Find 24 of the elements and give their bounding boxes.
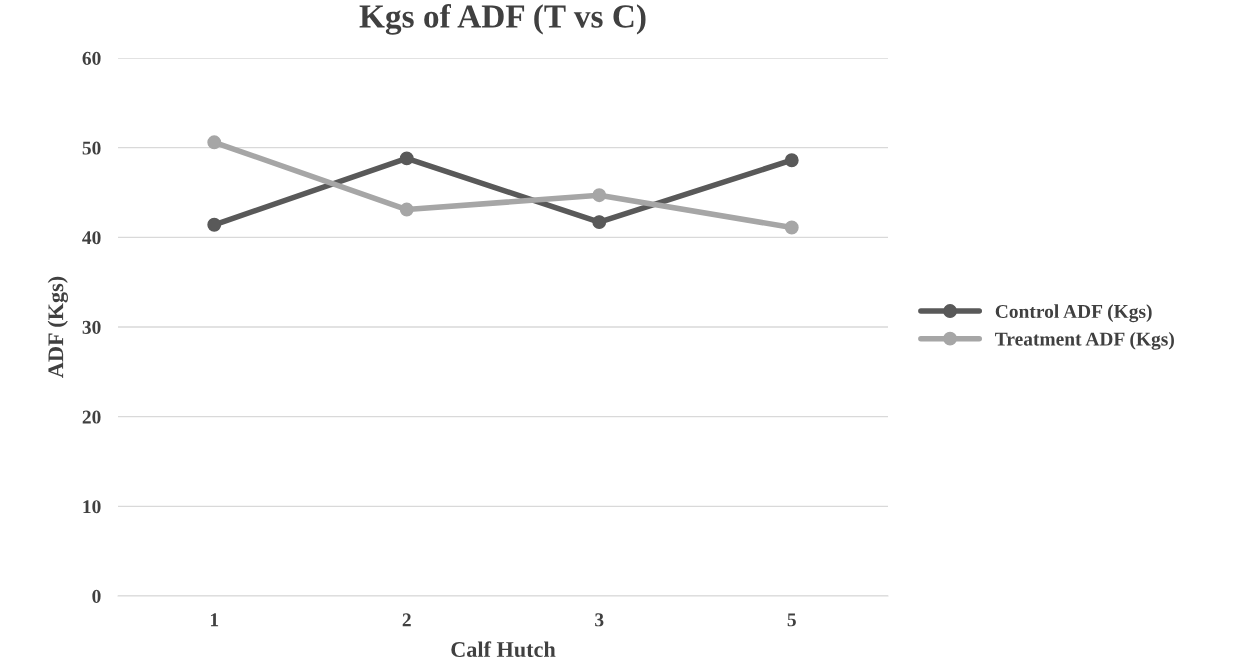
point <box>592 215 607 230</box>
x-axis-title: Calf Hutch <box>451 641 556 658</box>
x-tick-label: 5 <box>787 613 796 627</box>
x-tick-label: 1 <box>210 613 219 627</box>
y-tick-label: 50 <box>82 141 101 155</box>
y-tick-label: 0 <box>92 589 101 603</box>
y-tick-label: 10 <box>83 500 101 514</box>
legend-label: Treatment ADF (Kgs) <box>995 331 1174 350</box>
point <box>784 220 799 235</box>
y-tick-label: 30 <box>82 320 101 334</box>
y-tick-label: 60 <box>82 51 101 65</box>
legend-label: Control ADF (Kgs) <box>995 304 1152 323</box>
x-tick-label: 3 <box>595 613 604 627</box>
point <box>207 217 222 232</box>
y-tick-label: 40 <box>82 231 101 245</box>
x-tick-label: 2 <box>402 613 411 627</box>
point <box>784 153 799 168</box>
point <box>399 151 414 166</box>
point <box>207 135 222 150</box>
point <box>592 188 607 203</box>
chart-title: Kgs of ADF (T vs C) <box>359 3 646 35</box>
point <box>399 202 414 217</box>
y-axis-title: ADF (Kgs) <box>47 276 68 378</box>
y-tick-label: 20 <box>82 410 101 424</box>
